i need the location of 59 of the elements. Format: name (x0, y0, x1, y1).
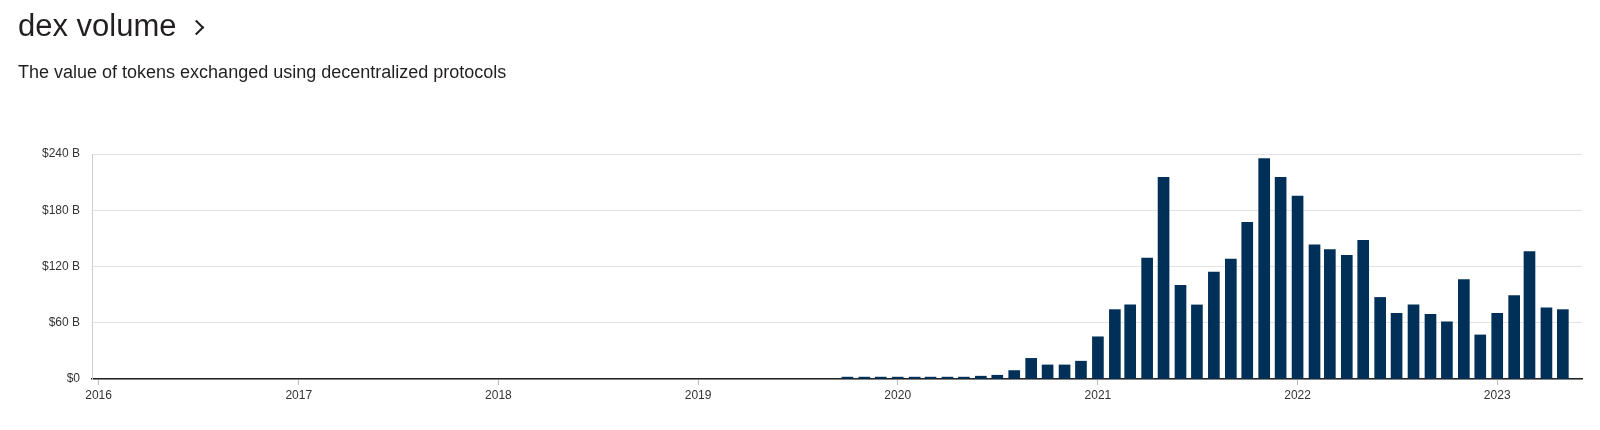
x-tick-label: 2021 (1084, 387, 1112, 402)
bar (1390, 313, 1403, 379)
bar (1208, 271, 1220, 379)
bar (924, 376, 937, 379)
bar (1075, 360, 1087, 379)
bar (1191, 304, 1203, 379)
bar (1540, 307, 1553, 379)
bar (1225, 258, 1237, 379)
bar (841, 376, 854, 379)
y-tick-label: $120 B (41, 258, 80, 273)
bar (975, 375, 987, 379)
bar (858, 376, 871, 379)
bar (1258, 158, 1271, 379)
y-tick-label: $180 B (41, 202, 80, 217)
bar (1092, 336, 1104, 379)
bar (1291, 195, 1304, 379)
bar (1523, 251, 1536, 379)
y-tick-label: $240 B (41, 146, 80, 161)
chart-title: dex volume (18, 8, 177, 44)
x-tick-label: 2016 (85, 387, 113, 402)
bar (958, 376, 970, 379)
bar (874, 376, 887, 379)
chart-subtitle: The value of tokens exchanged using decentralized protocols (18, 62, 507, 83)
bar (1058, 364, 1071, 379)
bar (1474, 334, 1487, 379)
bar (1508, 295, 1520, 379)
bar (1241, 222, 1254, 379)
bar (1174, 284, 1187, 379)
bar (1157, 177, 1170, 379)
bar (1324, 249, 1336, 379)
bar (1441, 321, 1453, 379)
x-tick-label: 2020 (884, 387, 912, 402)
x-tick-label: 2018 (485, 387, 513, 402)
x-tick-label: 2017 (285, 387, 313, 402)
y-tick-label: $0 (66, 371, 81, 386)
bar (1340, 254, 1353, 379)
y-tick-label: $60 B (48, 315, 80, 330)
bar (941, 376, 954, 379)
bar (1025, 358, 1038, 379)
bar (1274, 177, 1287, 379)
bar (1109, 309, 1121, 379)
bar (1308, 244, 1321, 379)
bar (991, 374, 1004, 379)
bar (1557, 309, 1569, 379)
bar (1357, 239, 1370, 379)
bar (1041, 364, 1054, 379)
x-tick-label: 2022 (1284, 387, 1312, 402)
bar (1407, 304, 1420, 379)
bar (1008, 370, 1021, 379)
bar (1458, 279, 1470, 379)
bar (1374, 297, 1386, 379)
x-tick-label: 2023 (1483, 387, 1511, 402)
bar (1491, 313, 1504, 379)
bar (1141, 257, 1153, 379)
bar (908, 376, 921, 379)
bar (1124, 304, 1137, 379)
x-tick-label: 2019 (684, 387, 712, 402)
bar (891, 376, 904, 379)
bar (1424, 313, 1437, 379)
